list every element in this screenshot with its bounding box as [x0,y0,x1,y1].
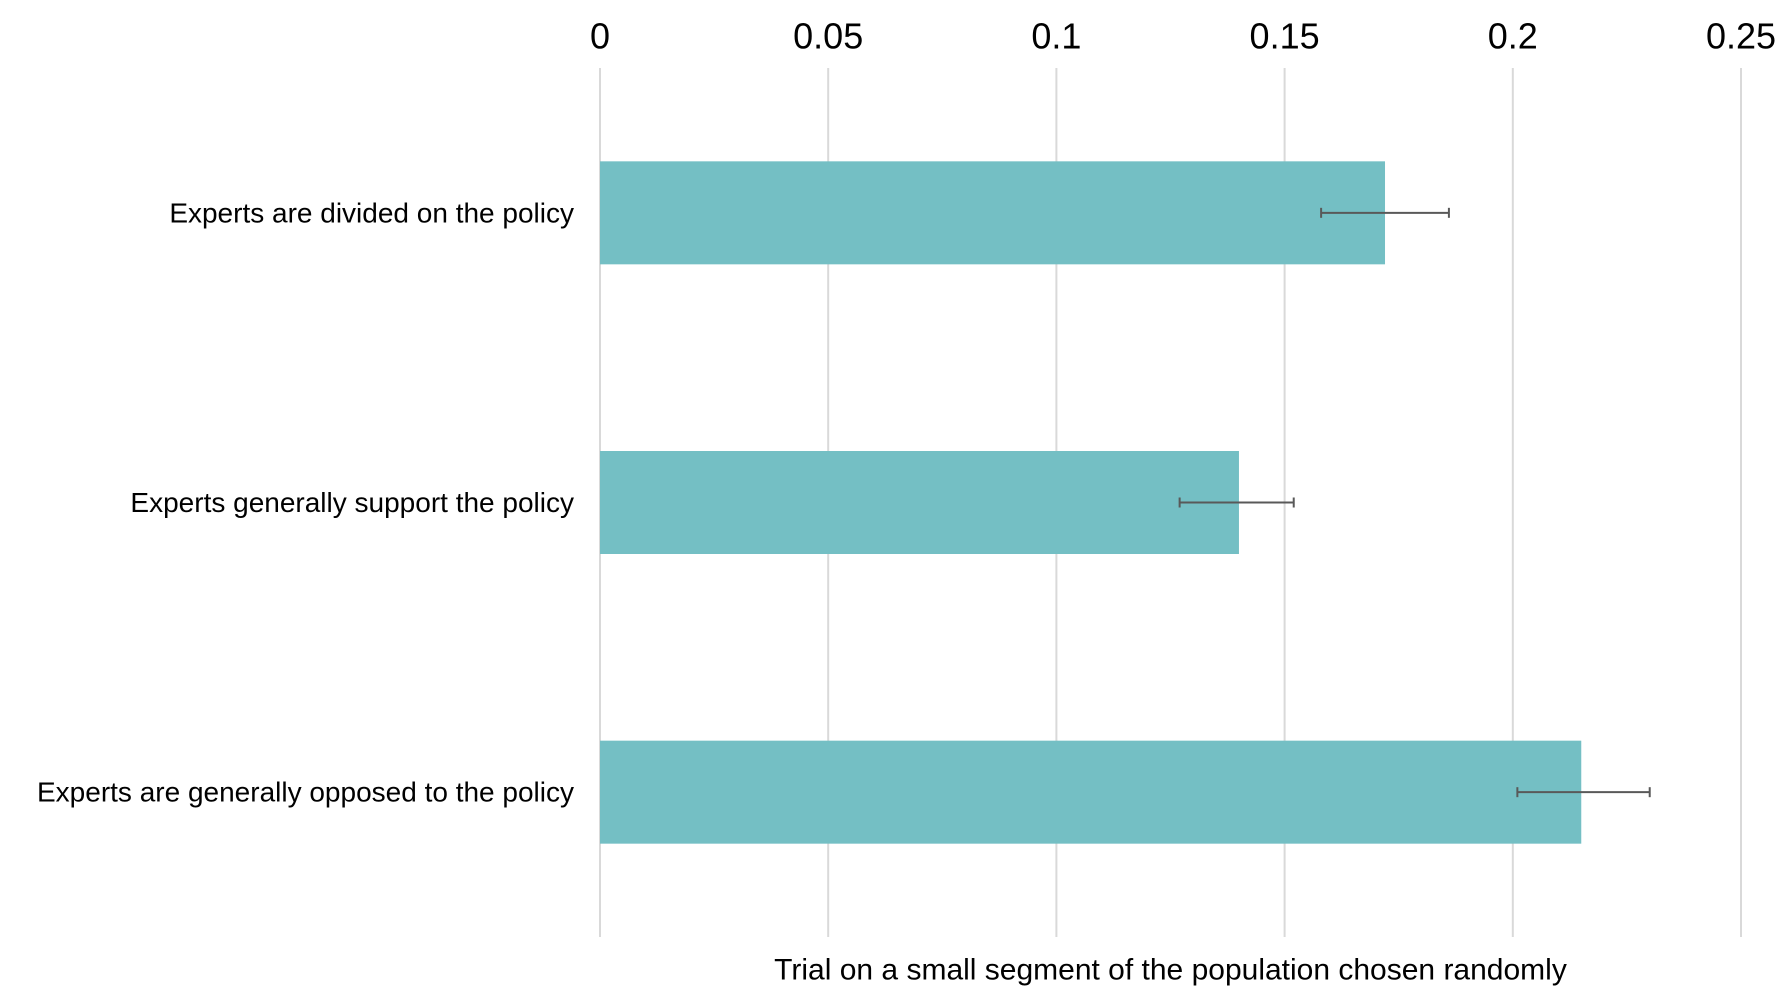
bar [600,161,1386,265]
x-axis-title: Trial on a small segment of the populati… [774,954,1567,987]
x-tick-label: 0.05 [793,16,863,57]
category-label: Experts generally support the policy [130,487,574,518]
category-label: Experts are divided on the policy [169,197,574,228]
bar [600,451,1239,554]
bars [600,161,1582,844]
x-tick-label: 0.1 [1031,16,1081,57]
error-bars [1178,207,1651,798]
x-tick-label: 0 [590,16,610,57]
x-tick-label: 0.25 [1706,16,1776,57]
x-tick-label: 0.15 [1250,16,1320,57]
category-labels: Experts are divided on the policy Experts… [37,197,574,807]
x-tick-labels: 0 0.05 0.1 0.15 0.2 0.25 [590,16,1776,57]
category-label: Experts are generally opposed to the pol… [37,777,574,808]
bar [600,740,1582,844]
x-tick-label: 0.2 [1488,16,1538,57]
